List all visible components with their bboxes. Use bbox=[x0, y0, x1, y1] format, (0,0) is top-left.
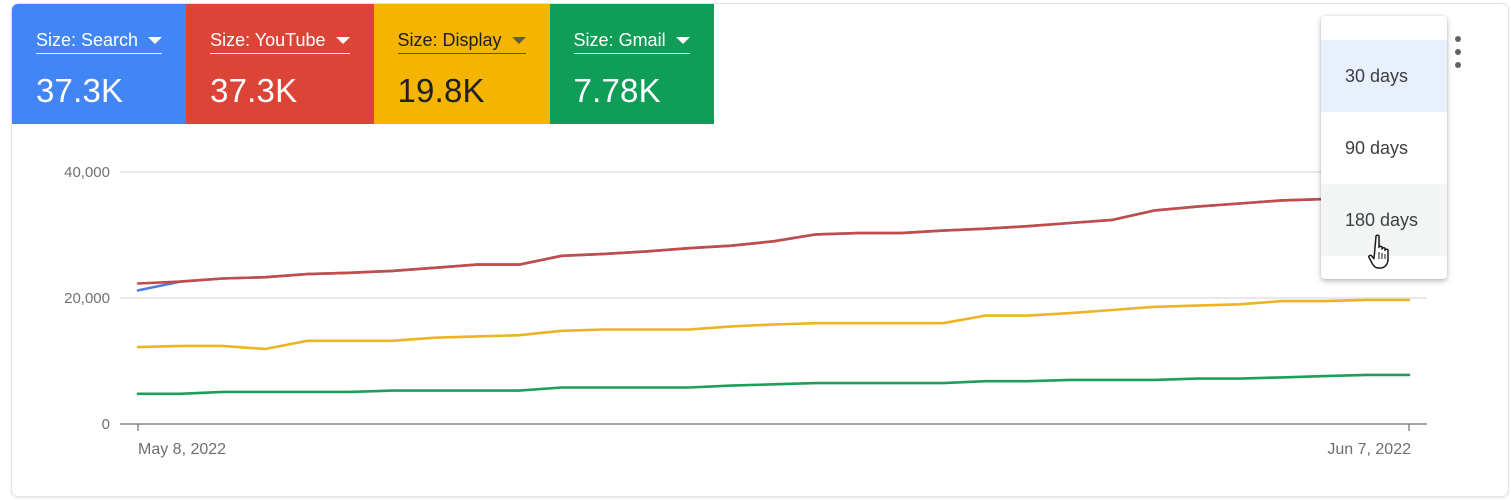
hand-pointer-cursor-icon bbox=[1368, 234, 1389, 269]
dropdown-arrow-icon bbox=[511, 37, 526, 44]
dropdown-arrow-icon bbox=[675, 37, 690, 44]
tab-size-display[interactable]: Size: Display 19.8K bbox=[373, 4, 550, 124]
tab-label: Size: Display bbox=[397, 30, 502, 50]
series-line-3 bbox=[136, 373, 1411, 396]
y-tick-label: 20,000 bbox=[64, 290, 110, 307]
tab-selector-search[interactable]: Size: Search bbox=[36, 30, 163, 54]
x-tick-label: Jun 7, 2022 bbox=[1327, 441, 1411, 458]
series-line-1 bbox=[136, 187, 1411, 285]
tab-label: Size: YouTube bbox=[210, 30, 326, 50]
chart-card: 0 20,000 40,000 May 8, 2022 Jun 7, 2022 Siz… bbox=[12, 4, 1508, 496]
tab-value: 19.8K bbox=[397, 72, 485, 109]
menu-item-90-days[interactable]: 90 days bbox=[1345, 137, 1409, 158]
tab-selector-display[interactable]: Size: Display bbox=[397, 30, 526, 54]
y-tick-label: 0 bbox=[102, 416, 110, 433]
metric-tabs: Size: Search 37.3K Size: YouTube 37.3K S… bbox=[12, 4, 714, 124]
tab-value: 37.3K bbox=[36, 72, 124, 109]
tab-size-search[interactable]: Size: Search 37.3K bbox=[12, 4, 187, 124]
dot bbox=[1455, 62, 1461, 68]
line-chart: 0 20,000 40,000 May 8, 2022 Jun 7, 2022 bbox=[64, 164, 1427, 458]
more-options-icon[interactable] bbox=[1448, 32, 1468, 72]
series-line-2 bbox=[136, 298, 1411, 351]
tab-size-youtube[interactable]: Size: YouTube 37.3K bbox=[186, 4, 374, 124]
tab-value: 7.78K bbox=[573, 72, 661, 109]
dropdown-arrow-icon bbox=[335, 37, 350, 44]
date-range-menu: 30 days 90 days 180 days bbox=[1321, 16, 1447, 279]
dot bbox=[1455, 36, 1461, 42]
tab-selector-gmail[interactable]: Size: Gmail bbox=[573, 30, 690, 54]
tab-label: Size: Gmail bbox=[573, 30, 666, 50]
tab-selector-youtube[interactable]: Size: YouTube bbox=[210, 30, 350, 54]
tab-value: 37.3K bbox=[210, 72, 298, 109]
menu-item-180-days[interactable]: 180 days bbox=[1321, 184, 1447, 256]
dot bbox=[1455, 49, 1461, 55]
tab-label: Size: Search bbox=[36, 30, 139, 50]
y-tick-label: 40,000 bbox=[64, 164, 110, 181]
menu-item-30-days[interactable]: 30 days bbox=[1321, 40, 1447, 112]
tab-size-gmail[interactable]: Size: Gmail 7.78K bbox=[549, 4, 714, 124]
dropdown-arrow-icon bbox=[148, 37, 163, 44]
x-tick-label: May 8, 2022 bbox=[138, 441, 226, 458]
